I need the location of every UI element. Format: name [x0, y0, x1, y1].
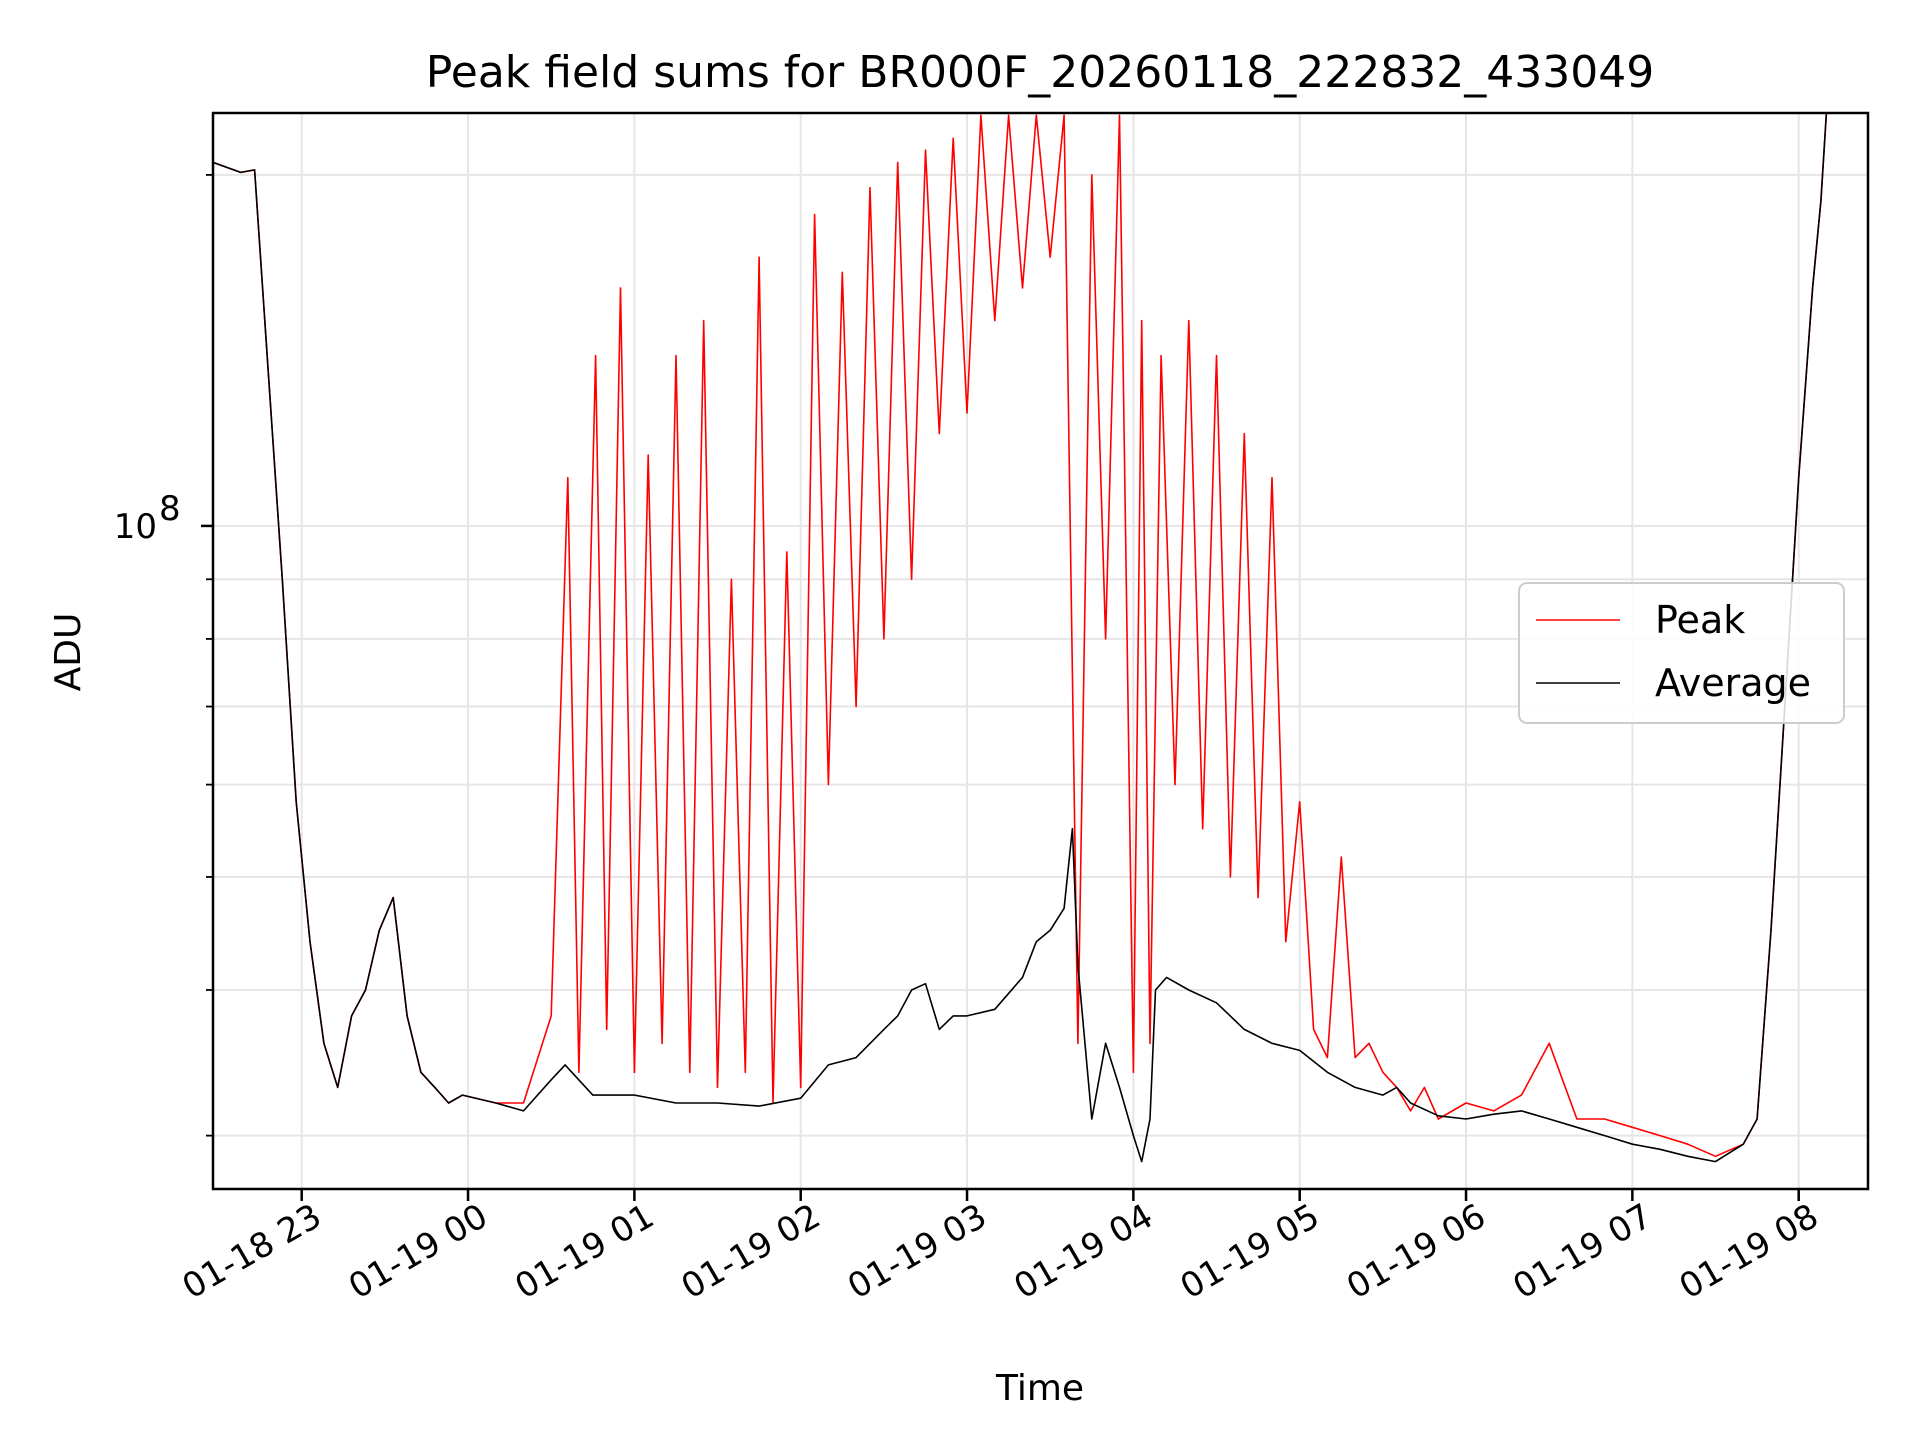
plot-frame: [211, 111, 1870, 1191]
series-layer: [213, 113, 1868, 1163]
chart-title: Peak field sums for BR000F_20260118_2228…: [426, 47, 1654, 98]
legend-box: [1518, 582, 1845, 724]
legend: Peak Average: [1518, 582, 1845, 724]
legend-label-peak: Peak: [1655, 598, 1745, 642]
y-tick-exponent: 8: [159, 489, 181, 529]
y-axis: 10 8: [114, 173, 213, 1137]
legend-label-average: Average: [1655, 661, 1811, 705]
series-line-average: [213, 113, 1868, 1163]
y-axis-label: ADU: [48, 613, 89, 692]
y-tick-label: 10: [114, 507, 157, 547]
x-axis-label: Time: [995, 1368, 1084, 1409]
